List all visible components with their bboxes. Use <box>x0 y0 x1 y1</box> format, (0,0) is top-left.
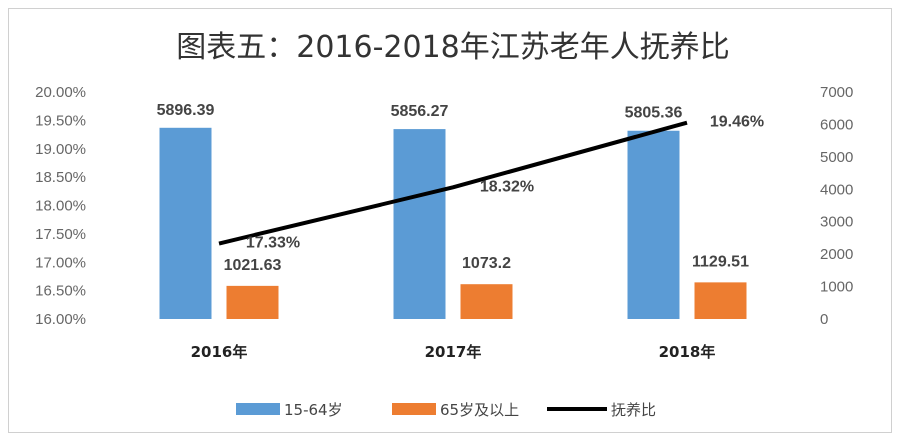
legend-label: 抚养比 <box>611 401 656 419</box>
legend: 15-64岁 65岁及以上 抚养比 <box>236 401 656 419</box>
right-axis-tick: 3000 <box>820 214 853 231</box>
left-axis-tick: 17.00% <box>35 254 86 271</box>
right-axis-tick: 1000 <box>820 279 853 296</box>
right-axis-tick: 0 <box>820 311 828 328</box>
line-data-label: 18.32% <box>480 178 534 195</box>
ratio-line-path <box>218 120 688 246</box>
legend-swatch <box>236 403 280 415</box>
left-axis-ticks: 16.00% 16.50% 17.00% 17.50% 18.00% 18.50% 19.0… <box>35 84 86 328</box>
category-label: 2017年 <box>425 343 482 361</box>
legend-swatch <box>392 403 436 415</box>
left-axis-tick: 19.00% <box>35 141 86 158</box>
category-label: 2016年 <box>191 343 248 361</box>
line-data-label: 17.33% <box>246 235 300 252</box>
data-labels: 5896.39 5856.27 5805.36 1021.63 1073.2 1129.5… <box>157 102 765 274</box>
bar-age15-64 <box>159 127 212 319</box>
bar-age15-64 <box>393 129 446 319</box>
legend-label: 65岁及以上 <box>440 401 519 419</box>
bar-age65plus <box>226 285 279 319</box>
bar-data-label: 5896.39 <box>157 102 215 119</box>
bar-age65plus <box>460 284 513 319</box>
bars <box>159 127 747 319</box>
bar-data-label: 5856.27 <box>391 103 449 120</box>
bar-data-label: 5805.36 <box>625 105 683 122</box>
right-axis-tick: 5000 <box>820 149 853 166</box>
left-axis-tick: 16.00% <box>35 311 86 328</box>
bar-data-label: 1021.63 <box>224 257 282 274</box>
category-label: 2018年 <box>659 343 716 361</box>
right-axis-tick: 2000 <box>820 246 853 263</box>
bar-age15-64 <box>627 130 680 319</box>
right-axis-tick: 6000 <box>820 116 853 133</box>
bar-data-label: 1073.2 <box>462 255 511 272</box>
ratio-line <box>218 120 688 246</box>
line-data-label: 19.46% <box>710 114 764 131</box>
category-labels: 2016年 2017年 2018年 <box>191 343 716 361</box>
left-axis-tick: 19.50% <box>35 112 86 129</box>
chart-title: 图表五：2016-2018年江苏老年人抚养比 <box>176 30 730 65</box>
left-axis-tick: 18.00% <box>35 198 86 215</box>
left-axis-tick: 17.50% <box>35 226 86 243</box>
bar-data-label: 1129.51 <box>692 253 749 270</box>
left-axis-tick: 18.50% <box>35 169 86 186</box>
right-axis-tick: 4000 <box>820 181 853 198</box>
legend-label: 15-64岁 <box>284 401 343 419</box>
right-axis-tick: 7000 <box>820 84 853 101</box>
left-axis-tick: 20.00% <box>35 84 86 101</box>
chart-frame <box>8 8 892 433</box>
bar-age65plus <box>694 282 747 319</box>
right-axis-ticks: 0 1000 2000 3000 4000 5000 6000 7000 <box>820 84 853 328</box>
left-axis-tick: 16.50% <box>35 283 86 300</box>
